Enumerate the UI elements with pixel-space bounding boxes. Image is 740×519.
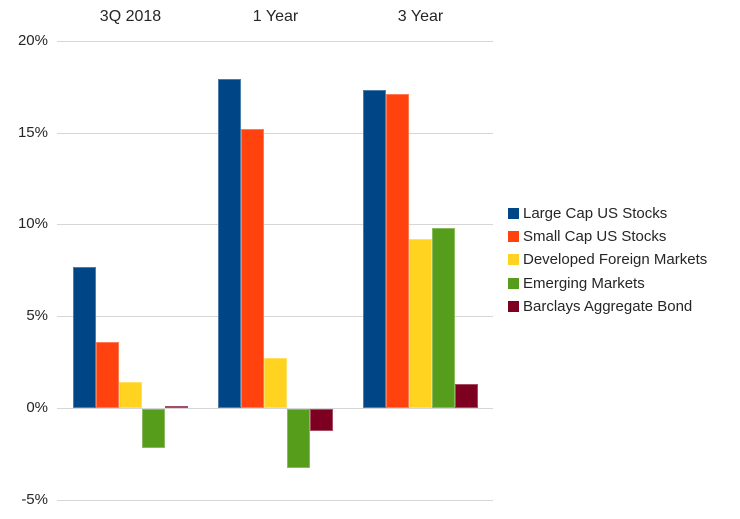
bar-barclays-aggregate-bond-1-year (310, 409, 333, 431)
bar-emerging-markets-3-year (432, 228, 455, 408)
bar-large-cap-us-stocks-1-year (218, 79, 241, 408)
legend-item-emerging-markets: Emerging Markets (508, 272, 645, 295)
legend-swatch-icon (508, 208, 519, 219)
bar-emerging-markets-3q-2018 (142, 409, 165, 448)
gridline-15% (57, 133, 493, 134)
bar-developed-foreign-markets-3-year (409, 239, 432, 408)
bar-emerging-markets-1-year (287, 409, 310, 468)
y-tick-label: -5% (21, 491, 48, 508)
legend-swatch-icon (508, 278, 519, 289)
legend-label: Barclays Aggregate Bond (523, 298, 693, 315)
gridline-0% (57, 408, 493, 409)
gridline-20% (57, 41, 493, 42)
legend-swatch-icon (508, 231, 519, 242)
bar-barclays-aggregate-bond-3q-2018 (165, 406, 188, 408)
gridline-10% (57, 224, 493, 225)
legend-label: Emerging Markets (523, 275, 645, 292)
bar-small-cap-us-stocks-3-year (386, 94, 409, 408)
y-tick-label: 10% (17, 215, 48, 232)
y-tick-label: 20% (17, 32, 48, 49)
gridline-5% (57, 316, 493, 317)
bar-developed-foreign-markets-1-year (264, 358, 287, 408)
y-tick-label: 0% (26, 399, 48, 416)
bar-barclays-aggregate-bond-3-year (455, 384, 478, 408)
gridline--5% (57, 500, 493, 501)
legend-label: Small Cap US Stocks (523, 228, 667, 245)
bar-large-cap-us-stocks-3q-2018 (73, 267, 96, 408)
legend-item-developed-foreign-markets: Developed Foreign Markets (508, 248, 707, 271)
legend-swatch-icon (508, 301, 519, 312)
legend-label: Large Cap US Stocks (523, 205, 668, 222)
category-label-3-year: 3 Year (397, 8, 444, 25)
legend-item-large-cap-us-stocks: Large Cap US Stocks (508, 202, 667, 225)
bar-developed-foreign-markets-3q-2018 (119, 382, 142, 408)
category-label-1-year: 1 Year (252, 8, 299, 25)
bar-small-cap-us-stocks-1-year (241, 129, 264, 408)
bar-small-cap-us-stocks-3q-2018 (96, 342, 119, 408)
y-tick-label: 5% (26, 307, 48, 324)
legend-swatch-icon (508, 254, 519, 265)
legend-label: Developed Foreign Markets (523, 251, 708, 268)
bar-large-cap-us-stocks-3-year (363, 90, 386, 408)
y-tick-label: 15% (17, 124, 48, 141)
legend-item-small-cap-us-stocks: Small Cap US Stocks (508, 225, 666, 248)
category-label-3q-2018: 3Q 2018 (99, 8, 162, 25)
legend-item-barclays-aggregate-bond: Barclays Aggregate Bond (508, 295, 692, 318)
